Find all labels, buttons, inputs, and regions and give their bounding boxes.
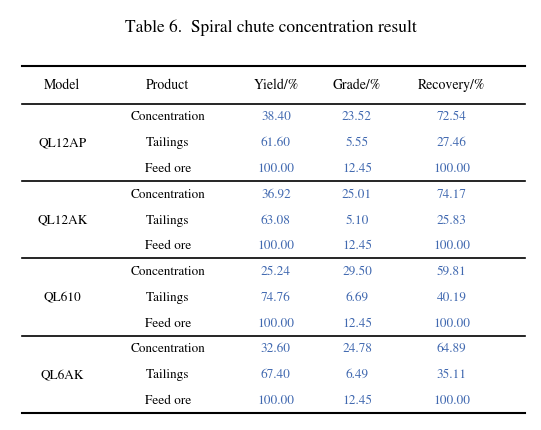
Text: 40.19: 40.19 [437,291,467,303]
Text: 100.00: 100.00 [433,163,470,175]
Text: 100.00: 100.00 [433,317,470,329]
Text: 74.17: 74.17 [437,188,467,200]
Text: 24.78: 24.78 [342,343,372,354]
Text: 100.00: 100.00 [258,240,294,252]
Text: 25.83: 25.83 [437,214,467,226]
Text: 25.01: 25.01 [342,188,372,200]
Text: 100.00: 100.00 [433,394,470,406]
Text: Feed ore: Feed ore [144,317,191,329]
Text: Concentration: Concentration [130,188,205,200]
Text: 12.45: 12.45 [342,394,372,406]
Text: 100.00: 100.00 [258,394,294,406]
Text: QL610: QL610 [43,291,81,303]
Text: 12.45: 12.45 [342,317,372,329]
Text: 100.00: 100.00 [258,163,294,175]
Text: Tailings: Tailings [146,137,189,149]
Text: 59.81: 59.81 [437,266,466,277]
Text: QL12AP: QL12AP [38,137,87,149]
Text: Concentration: Concentration [130,343,205,354]
Text: 67.40: 67.40 [261,369,291,380]
Text: 5.55: 5.55 [346,137,368,149]
Text: 64.89: 64.89 [437,343,466,354]
Text: 12.45: 12.45 [342,163,372,175]
Text: 36.92: 36.92 [261,188,291,200]
Text: Concentration: Concentration [130,266,205,277]
Text: 5.10: 5.10 [345,214,369,226]
Text: 100.00: 100.00 [433,240,470,252]
Text: 35.11: 35.11 [437,369,467,380]
Text: 12.45: 12.45 [342,240,372,252]
Text: 25.24: 25.24 [261,266,291,277]
Text: 6.69: 6.69 [346,291,368,303]
Text: 38.40: 38.40 [261,111,291,123]
Text: 6.49: 6.49 [346,369,368,380]
Text: 100.00: 100.00 [258,317,294,329]
Text: QL6AK: QL6AK [41,369,84,380]
Text: Product: Product [146,79,189,92]
Text: 72.54: 72.54 [437,111,467,123]
Text: Model: Model [44,79,81,92]
Text: 27.46: 27.46 [437,137,467,149]
Text: Yield/%: Yield/% [253,79,299,92]
Text: 74.76: 74.76 [261,291,291,303]
Text: Tailings: Tailings [146,368,189,380]
Text: 32.60: 32.60 [261,343,291,354]
Text: 63.08: 63.08 [261,214,291,226]
Text: Concentration: Concentration [130,111,205,123]
Text: 29.50: 29.50 [342,266,372,277]
Text: 23.52: 23.52 [342,111,372,123]
Text: Feed ore: Feed ore [144,163,191,175]
Text: Tailings: Tailings [146,291,189,303]
Text: 61.60: 61.60 [261,137,291,149]
Text: Table 6.  Spiral chute concentration result: Table 6. Spiral chute concentration resu… [124,19,417,36]
Text: Feed ore: Feed ore [144,240,191,252]
Text: Grade/%: Grade/% [333,79,381,92]
Text: Feed ore: Feed ore [144,394,191,406]
Text: QL12AK: QL12AK [37,214,87,226]
Text: Tailings: Tailings [146,214,189,226]
Text: Recovery/%: Recovery/% [418,79,485,92]
